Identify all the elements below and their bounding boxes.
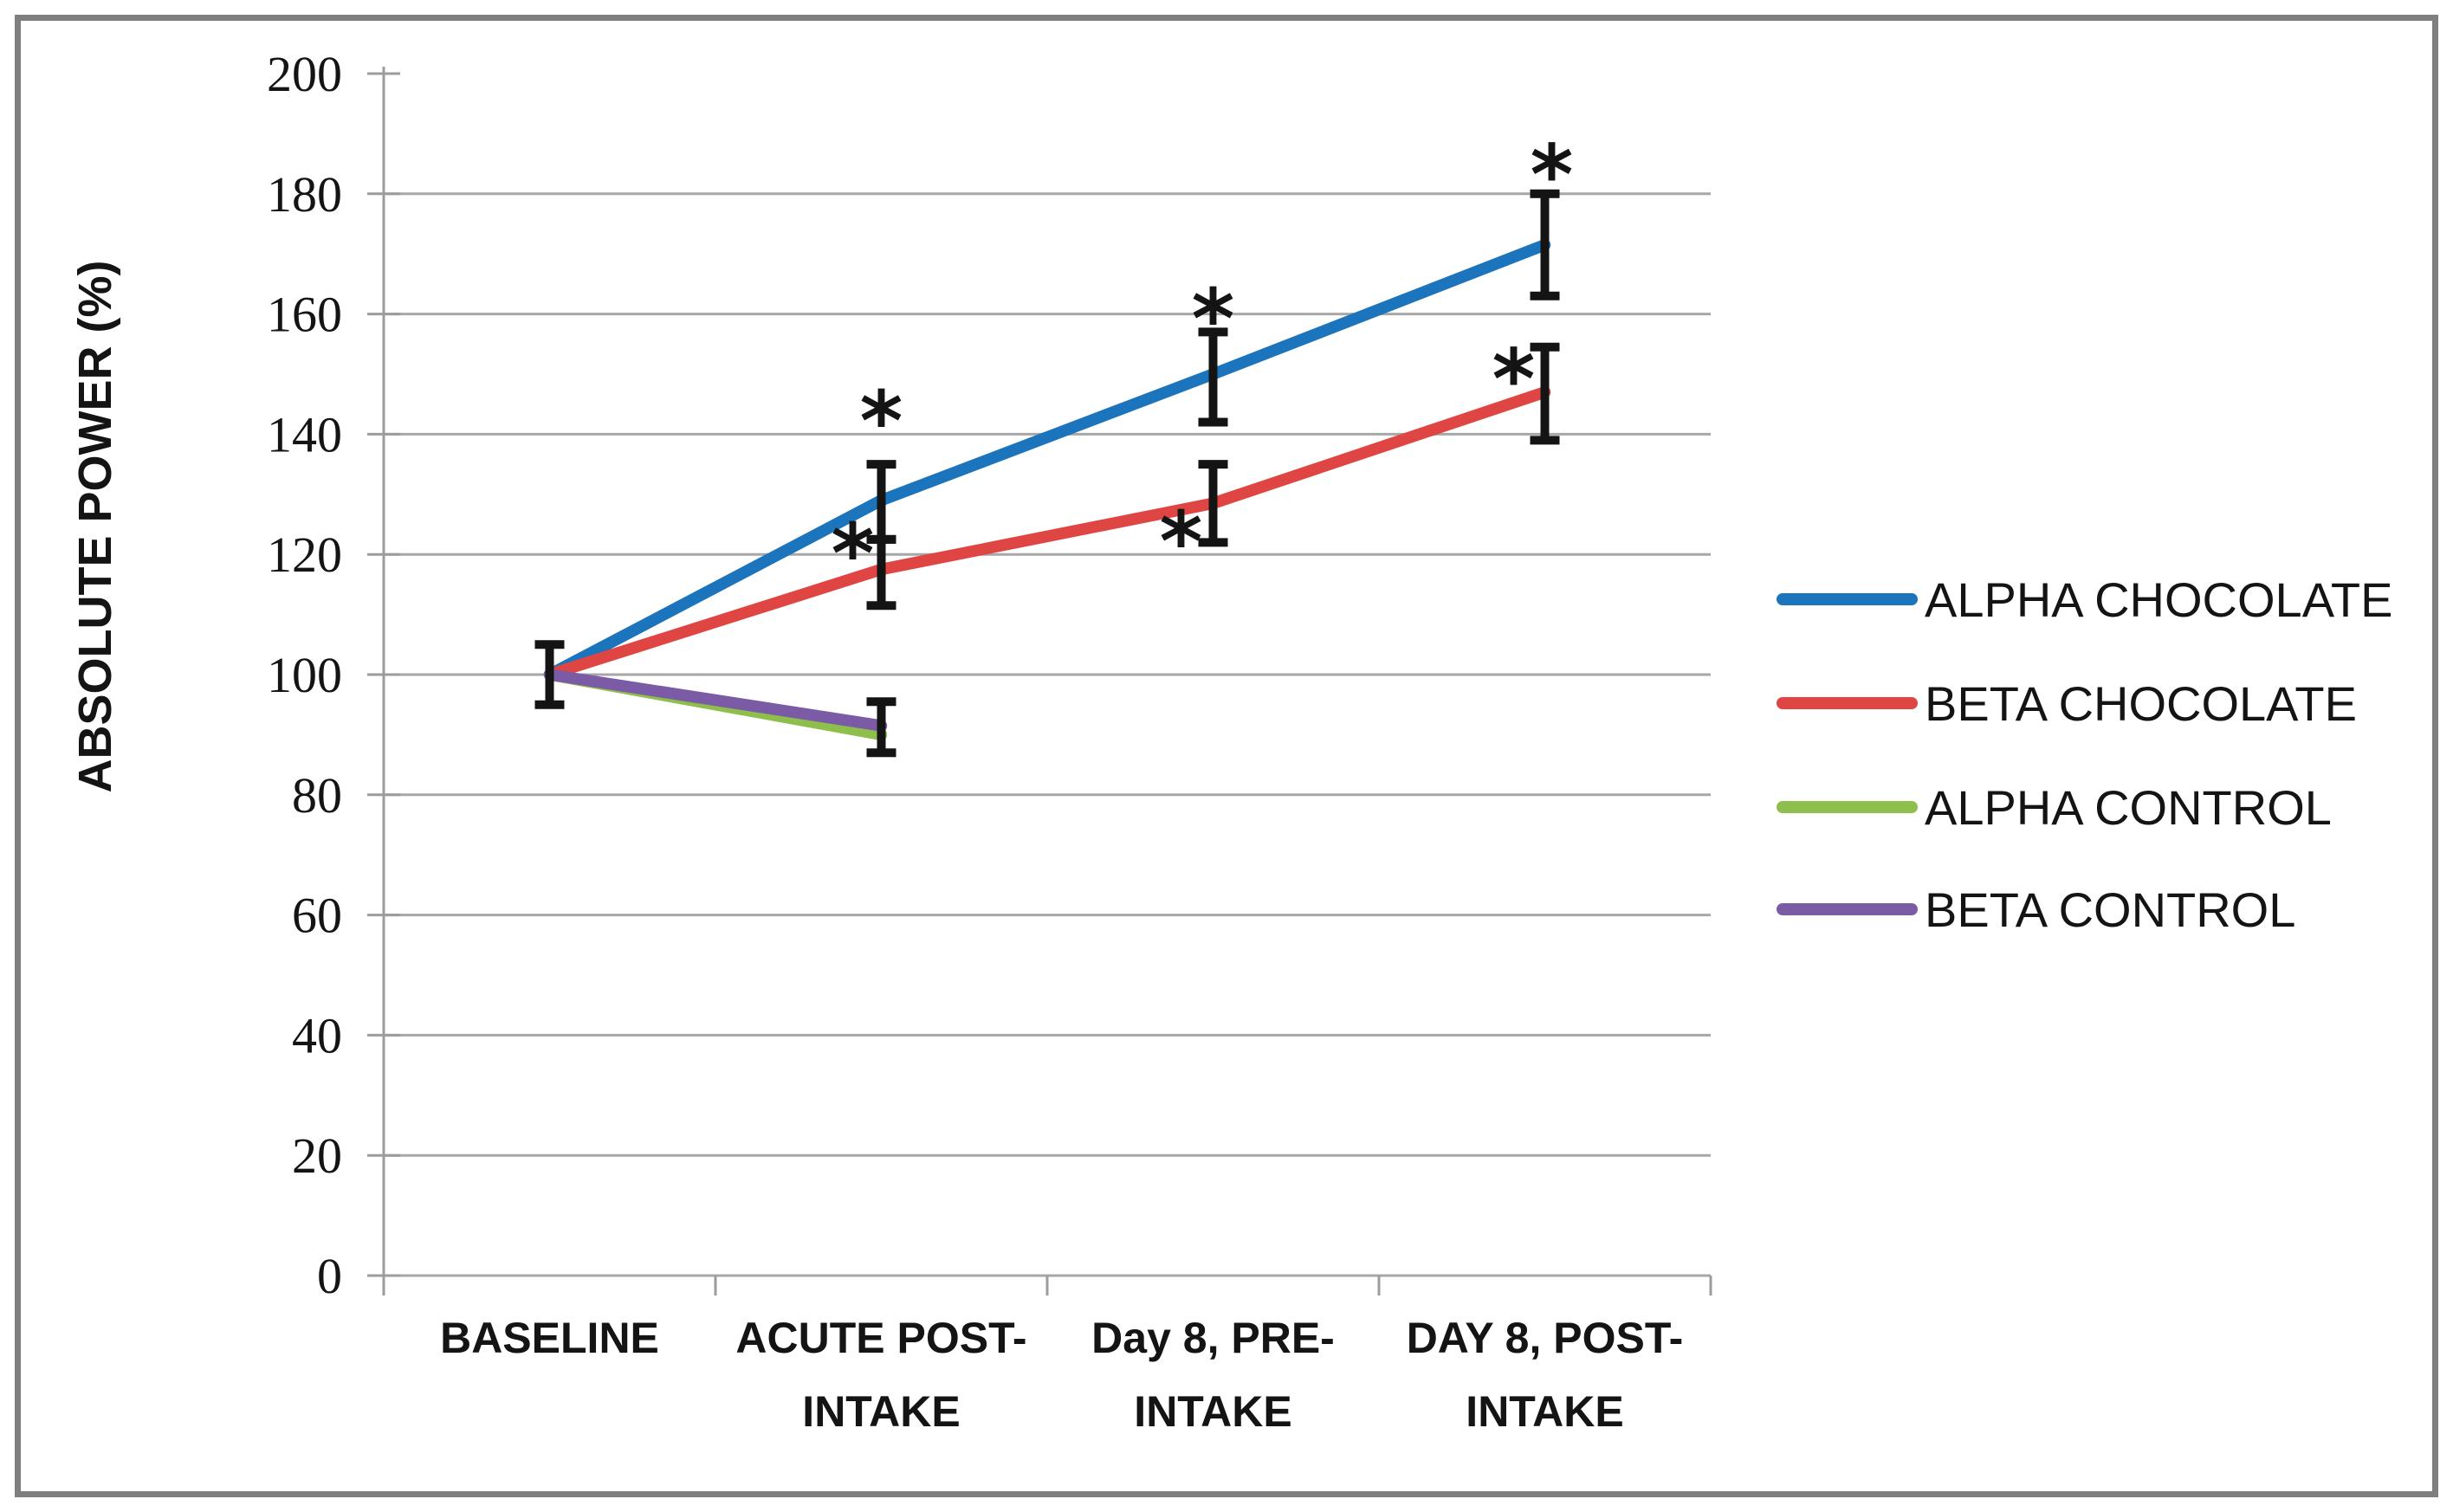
y-tick-label: 0 — [317, 1248, 342, 1304]
x-category-label: INTAKE — [1134, 1387, 1291, 1436]
error-bar-beta-chocolate-c3 — [1530, 342, 1560, 445]
significance-asterisk: * — [832, 507, 875, 602]
legend-item: ALPHA CHOCOLATE — [1777, 572, 2392, 627]
y-tick-label: 140 — [267, 406, 342, 462]
legend: ALPHA CHOCOLATE BETA CHOCOLATE ALPHA CONTR… — [1777, 572, 2392, 937]
y-tick-label: 180 — [267, 166, 342, 223]
legend-item: BETA CHOCOLATE — [1777, 676, 2357, 731]
significance-asterisk: * — [1160, 494, 1203, 590]
x-category-label: INTAKE — [802, 1387, 960, 1436]
legend-label: BETA CHOCOLATE — [1925, 676, 2357, 731]
y-tick-label: 80 — [292, 767, 342, 824]
y-tick-label: 40 — [292, 1007, 342, 1063]
x-category-label: DAY 8, POST- — [1407, 1314, 1684, 1362]
significance-asterisk: * — [1531, 128, 1574, 223]
y-tick-label: 120 — [267, 527, 342, 583]
gridlines — [384, 192, 1711, 1277]
error-bar-beta-chocolate-c2 — [1198, 460, 1228, 547]
series-line-beta-control — [543, 669, 888, 732]
x-category-label: BASELINE — [440, 1314, 659, 1362]
error-bar-alpha-chocolate-c2 — [1198, 327, 1228, 427]
error-bars — [534, 189, 1560, 758]
y-tick-label: 160 — [267, 287, 342, 343]
significance-markers: * * * * * * — [832, 128, 1574, 602]
series-lines — [543, 239, 1551, 741]
y-tick-label: 200 — [267, 46, 342, 102]
legend-item: BETA CONTROL — [1777, 882, 2295, 937]
legend-label: BETA CONTROL — [1925, 882, 2295, 937]
y-tick-label: 20 — [292, 1128, 342, 1184]
y-axis-title: ABSOLUTE POWER (%) — [69, 261, 121, 793]
significance-asterisk: * — [1492, 333, 1536, 428]
legend-item: ALPHA CONTROL — [1777, 780, 2332, 835]
x-category-labels: BASELINE ACUTE POST- INTAKE Day 8, PRE- INTA… — [440, 1314, 1683, 1436]
y-axis-title-group: ABSOLUTE POWER (%) — [69, 261, 121, 793]
series-line-alpha-chocolate — [543, 239, 1551, 681]
error-bar-alpha-chocolate-c3 — [1530, 189, 1560, 300]
error-bar-controls-c1 — [866, 697, 896, 758]
y-tick-label: 60 — [292, 888, 342, 944]
x-category-label: ACUTE POST- — [735, 1314, 1026, 1362]
x-category-label: Day 8, PRE- — [1091, 1314, 1335, 1362]
legend-label: ALPHA CHOCOLATE — [1925, 572, 2392, 627]
series-line-beta-chocolate — [543, 386, 1551, 681]
y-tick-label: 100 — [267, 647, 342, 703]
y-tick-labels: 0 20 40 60 80 100 120 140 160 180 200 — [267, 46, 342, 1304]
error-bar-beta-chocolate-c1 — [866, 534, 896, 611]
axes — [367, 67, 1712, 1296]
x-category-label: INTAKE — [1466, 1387, 1623, 1436]
significance-asterisk: * — [860, 375, 903, 470]
legend-label: ALPHA CONTROL — [1925, 780, 2332, 835]
error-bar-all-groups-c0 — [534, 640, 565, 709]
significance-asterisk: * — [1192, 273, 1235, 368]
